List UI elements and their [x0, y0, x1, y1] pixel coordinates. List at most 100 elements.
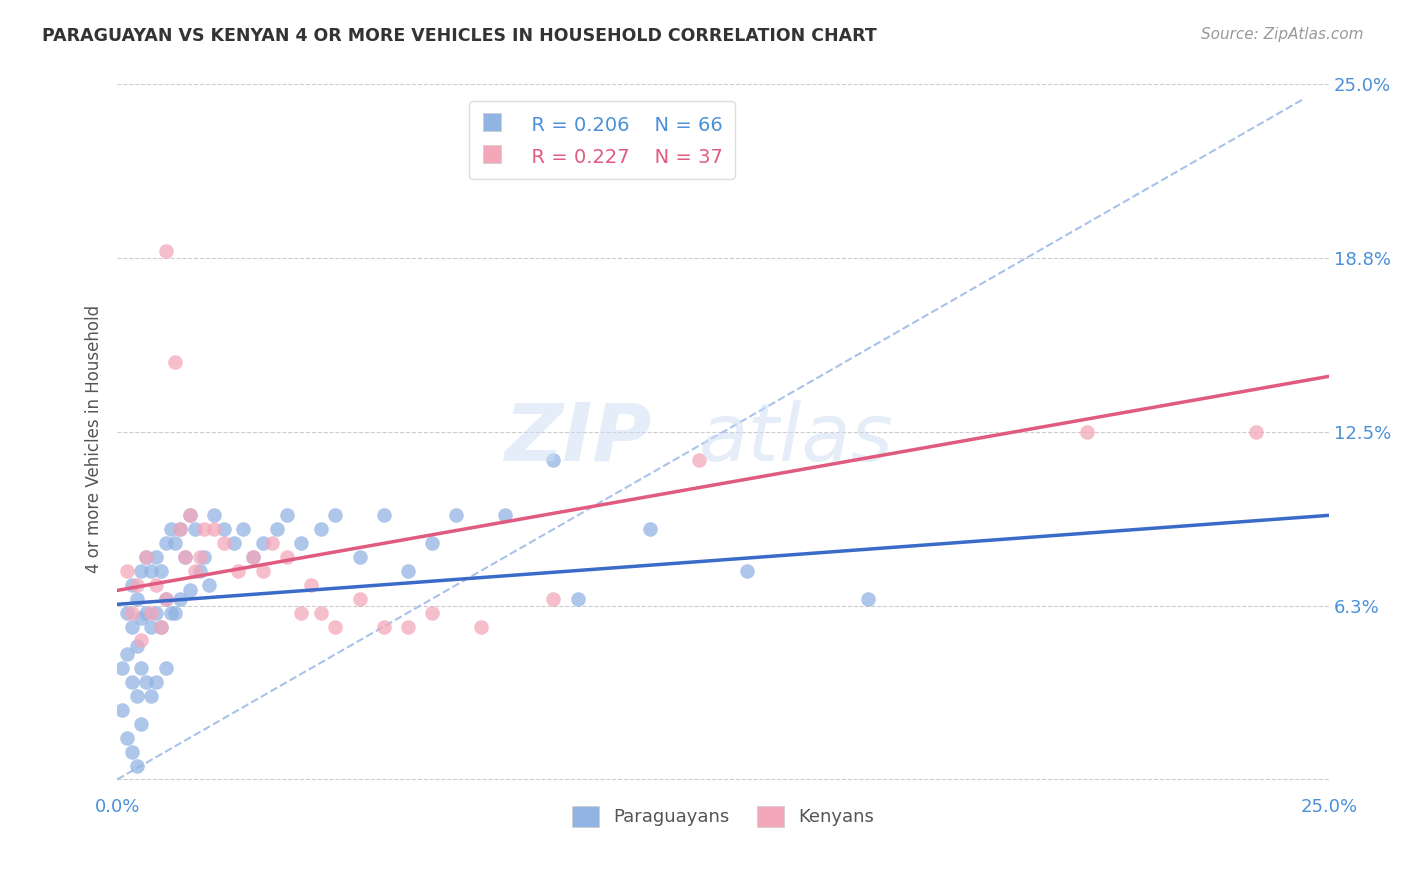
- Point: [169, 522, 191, 536]
- Point: [232, 522, 254, 536]
- Point: [188, 549, 211, 564]
- Point: [145, 549, 167, 564]
- Point: [420, 536, 443, 550]
- Point: [139, 689, 162, 703]
- Point: [145, 606, 167, 620]
- Point: [242, 549, 264, 564]
- Point: [125, 578, 148, 592]
- Point: [228, 564, 250, 578]
- Point: [202, 508, 225, 523]
- Point: [1076, 425, 1098, 439]
- Point: [299, 578, 322, 592]
- Point: [276, 549, 298, 564]
- Point: [155, 244, 177, 259]
- Point: [184, 564, 207, 578]
- Point: [121, 619, 143, 633]
- Point: [131, 661, 153, 675]
- Point: [446, 508, 468, 523]
- Point: [111, 703, 134, 717]
- Point: [174, 549, 197, 564]
- Text: Source: ZipAtlas.com: Source: ZipAtlas.com: [1201, 27, 1364, 42]
- Point: [145, 675, 167, 690]
- Point: [252, 564, 274, 578]
- Point: [266, 522, 288, 536]
- Point: [165, 355, 187, 369]
- Point: [309, 522, 332, 536]
- Point: [121, 745, 143, 759]
- Point: [470, 619, 492, 633]
- Point: [735, 564, 758, 578]
- Point: [179, 508, 201, 523]
- Point: [139, 619, 162, 633]
- Point: [212, 522, 235, 536]
- Point: [290, 536, 312, 550]
- Point: [125, 591, 148, 606]
- Point: [373, 619, 395, 633]
- Point: [543, 591, 565, 606]
- Point: [262, 536, 284, 550]
- Point: [323, 619, 346, 633]
- Point: [165, 606, 187, 620]
- Text: PARAGUAYAN VS KENYAN 4 OR MORE VEHICLES IN HOUSEHOLD CORRELATION CHART: PARAGUAYAN VS KENYAN 4 OR MORE VEHICLES …: [42, 27, 877, 45]
- Point: [149, 619, 172, 633]
- Point: [155, 661, 177, 675]
- Point: [858, 591, 880, 606]
- Point: [242, 549, 264, 564]
- Point: [115, 648, 138, 662]
- Point: [139, 564, 162, 578]
- Point: [193, 549, 215, 564]
- Point: [567, 591, 589, 606]
- Point: [131, 633, 153, 648]
- Point: [179, 583, 201, 598]
- Point: [309, 606, 332, 620]
- Point: [111, 661, 134, 675]
- Text: atlas: atlas: [699, 400, 893, 478]
- Point: [121, 606, 143, 620]
- Point: [169, 591, 191, 606]
- Point: [115, 731, 138, 745]
- Point: [640, 522, 662, 536]
- Point: [202, 522, 225, 536]
- Point: [323, 508, 346, 523]
- Point: [169, 522, 191, 536]
- Point: [373, 508, 395, 523]
- Point: [1244, 425, 1267, 439]
- Point: [135, 549, 157, 564]
- Legend: Paraguayans, Kenyans: Paraguayans, Kenyans: [565, 798, 882, 834]
- Point: [155, 591, 177, 606]
- Point: [135, 606, 157, 620]
- Point: [135, 549, 157, 564]
- Point: [252, 536, 274, 550]
- Point: [139, 606, 162, 620]
- Point: [121, 675, 143, 690]
- Point: [125, 758, 148, 772]
- Point: [193, 522, 215, 536]
- Point: [349, 549, 371, 564]
- Point: [276, 508, 298, 523]
- Point: [149, 619, 172, 633]
- Point: [494, 508, 516, 523]
- Point: [198, 578, 221, 592]
- Point: [115, 564, 138, 578]
- Point: [131, 716, 153, 731]
- Point: [125, 639, 148, 653]
- Point: [222, 536, 245, 550]
- Point: [420, 606, 443, 620]
- Point: [149, 564, 172, 578]
- Point: [135, 675, 157, 690]
- Point: [396, 564, 419, 578]
- Point: [131, 611, 153, 625]
- Point: [145, 578, 167, 592]
- Point: [121, 578, 143, 592]
- Y-axis label: 4 or more Vehicles in Household: 4 or more Vehicles in Household: [86, 305, 103, 573]
- Point: [188, 564, 211, 578]
- Point: [159, 606, 181, 620]
- Point: [543, 452, 565, 467]
- Point: [131, 564, 153, 578]
- Point: [125, 689, 148, 703]
- Point: [155, 591, 177, 606]
- Point: [290, 606, 312, 620]
- Point: [155, 536, 177, 550]
- Point: [115, 606, 138, 620]
- Point: [174, 549, 197, 564]
